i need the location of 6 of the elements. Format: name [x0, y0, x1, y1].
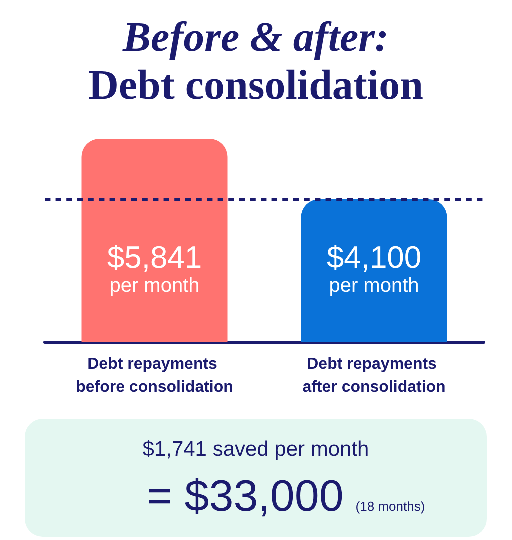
chart-title: Before & after: Debt consolidation — [88, 14, 424, 110]
x-tick-label: Debt repayments before consolidation — [76, 356, 234, 396]
data-label: $5,841 per month — [107, 240, 202, 297]
x-tick-label: Debt repayments after consolidation — [302, 356, 446, 396]
summary-card: $1,741 saved per month = $33,000 (18 months) — [25, 419, 487, 537]
data-label: $4,100 per month — [326, 240, 422, 297]
